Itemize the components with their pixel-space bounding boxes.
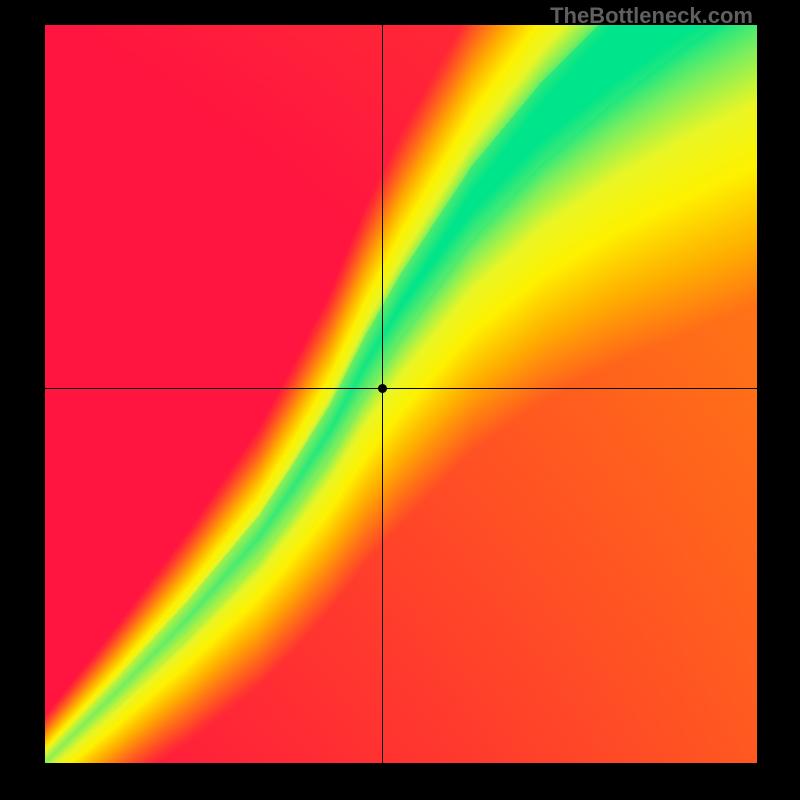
watermark-text: TheBottleneck.com <box>550 3 753 29</box>
heatmap-canvas <box>45 25 757 763</box>
crosshair-dot <box>378 384 387 393</box>
crosshair-horizontal <box>45 388 757 389</box>
plot-area <box>45 25 757 763</box>
crosshair-vertical <box>382 25 383 763</box>
